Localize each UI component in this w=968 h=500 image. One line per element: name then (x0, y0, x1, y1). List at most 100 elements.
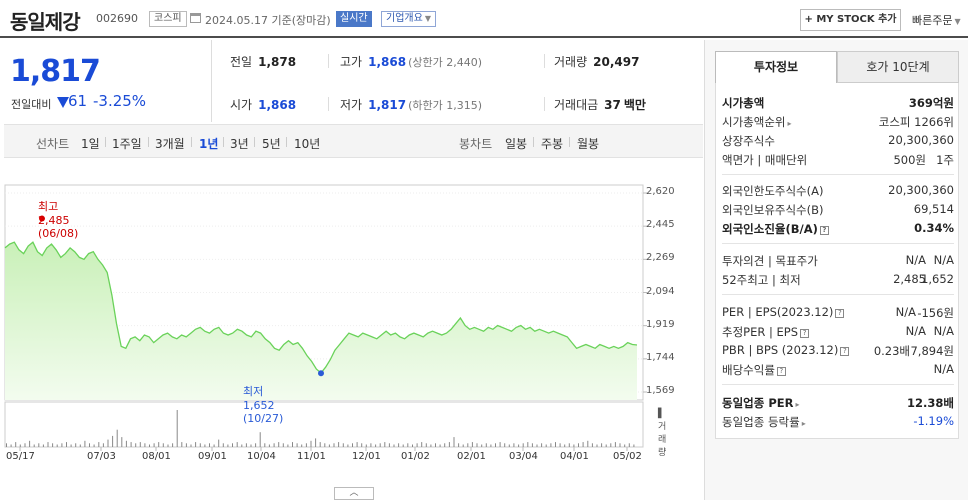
volume-bar (531, 443, 533, 447)
market-cap-label: 시가총액 (722, 96, 765, 110)
volume-bar (601, 443, 603, 447)
volume-bar (66, 442, 67, 447)
volume-bar (518, 444, 520, 447)
change-value: 61 (68, 92, 88, 110)
change-percent: -3.25% (93, 92, 147, 110)
collapse-chart-button[interactable]: ︿ (334, 487, 374, 500)
volume-bar (550, 443, 552, 447)
divider (722, 174, 954, 175)
volume-bar (33, 444, 35, 447)
x-tick-label: 05/02 (613, 451, 642, 462)
volume-frame (4, 401, 644, 448)
help-icon[interactable]: ? (840, 347, 850, 356)
volume-bar (610, 443, 612, 447)
x-tick-label: 08/01 (142, 451, 171, 462)
help-icon[interactable]: ? (835, 309, 845, 318)
divider (722, 294, 954, 295)
volume-bar (573, 444, 575, 447)
volume-bar (568, 443, 570, 447)
market-badge: 코스피 (149, 11, 187, 27)
volume-bar (218, 439, 220, 447)
quick-order-label: 빠른주문 (912, 14, 953, 27)
y-tick-label: 1,744 (646, 351, 675, 363)
stat-low-value: 1,817 (368, 98, 407, 112)
range-5y[interactable]: 5년 (262, 137, 281, 151)
volume-bar (527, 442, 529, 447)
pbr-label-wrap: PBR | BPS (2023.12)? (722, 343, 850, 357)
candle-weekly[interactable]: 주봉 (541, 137, 564, 151)
industry-rate-label-wrap[interactable]: 동일업종 등락률 ▸ (722, 414, 806, 430)
target-value: N/A (933, 253, 954, 267)
volume-bar (462, 444, 464, 447)
help-icon[interactable]: ? (819, 226, 829, 235)
unit-value: 1주 (936, 153, 954, 167)
range-1w[interactable]: 1주일 (112, 137, 142, 151)
add-mystock-button[interactable]: + MY STOCK 추가 (800, 9, 901, 31)
volume-bar (255, 443, 257, 447)
volume-bar (471, 442, 473, 447)
volume-bar (190, 444, 192, 447)
volume-bar (102, 443, 104, 447)
change-label: 전일대비 (11, 98, 52, 111)
volume-bar (149, 444, 150, 447)
range-3m[interactable]: 3개월 (155, 137, 185, 151)
range-10y[interactable]: 10년 (294, 137, 321, 151)
down-triangle-icon (57, 97, 69, 108)
y-tick-label: 2,620 (646, 186, 675, 197)
volume-bar (278, 442, 280, 447)
y-tick-label: 1,919 (646, 318, 675, 330)
quote-panel: 1,817 전일대비 61 -3.25% 전일 1,878 고가 1,868 (상한가… (0, 40, 703, 500)
week52-low: 1,652 (921, 272, 954, 286)
volume-bar (490, 444, 492, 447)
volume-bar (435, 443, 436, 447)
volume-bar (61, 443, 63, 447)
volume-bar (172, 443, 174, 447)
volume-bar (315, 438, 317, 447)
candle-daily[interactable]: 일봉 (505, 137, 528, 151)
range-1y[interactable]: 1년 (199, 137, 219, 151)
tab-invest-info[interactable]: 투자정보 (715, 51, 837, 83)
x-tick-label: 10/04 (247, 451, 276, 462)
rank-label-wrap[interactable]: 시가총액순위 ▸ (722, 114, 792, 130)
chevron-down-icon: ▼ (424, 14, 431, 23)
volume-bar (195, 442, 197, 447)
industry-per-label-wrap[interactable]: 동일업종 PER ▸ (722, 395, 799, 411)
volume-bar (416, 443, 418, 447)
range-3y[interactable]: 3년 (230, 137, 249, 151)
quick-order-button[interactable]: 빠른주문 ▼ (912, 12, 961, 28)
volume-bar (388, 443, 390, 447)
realtime-button[interactable]: 실시간 (336, 11, 372, 27)
candle-monthly[interactable]: 월봉 (577, 137, 600, 151)
help-icon[interactable]: ? (800, 329, 810, 338)
volume-bar (425, 443, 427, 447)
pbr-value: 0.23배 (873, 344, 910, 358)
y-tick-label: 2,445 (646, 219, 675, 231)
volume-bar (15, 442, 17, 447)
rank-label: 시가총액순위 (722, 115, 786, 129)
volume-bar (361, 443, 363, 447)
divider (533, 137, 534, 147)
volume-bar (398, 443, 400, 447)
y-tick-label: 2,094 (646, 285, 675, 297)
volume-bar (236, 442, 238, 447)
chevron-right-icon: ▸ (801, 419, 806, 428)
volume-bar (162, 443, 164, 447)
volume-bar (458, 443, 460, 447)
stat-low: 저가 1,817 (하한가 1,315) (340, 96, 482, 113)
volume-bar (545, 444, 547, 447)
range-1d[interactable]: 1일 (81, 137, 100, 151)
volume-bar (310, 440, 312, 447)
high-label: 최고 2,485 (06/08) (38, 200, 79, 240)
divider (254, 137, 255, 147)
divider (328, 97, 329, 111)
help-icon[interactable]: ? (776, 367, 786, 376)
volume-bar (582, 442, 584, 447)
x-tick-label: 09/01 (198, 451, 227, 462)
tab-orderbook[interactable]: 호가 10단계 (837, 51, 959, 83)
volume-bar (596, 444, 598, 447)
volume-bar (273, 443, 275, 447)
volume-bar (342, 443, 344, 447)
stat-amount-unit: 백만 (623, 98, 646, 112)
company-overview-dropdown[interactable]: 기업개요 ▼ (381, 11, 436, 27)
high-marker (39, 215, 45, 222)
